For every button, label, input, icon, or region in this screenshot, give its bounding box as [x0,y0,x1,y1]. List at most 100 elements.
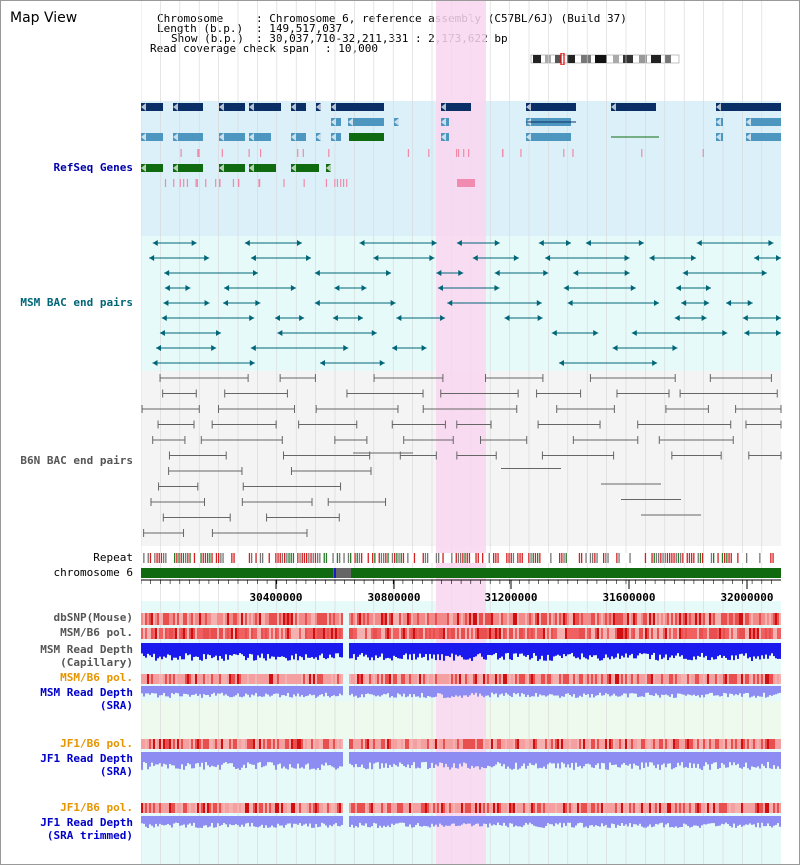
depth-bar [245,752,247,769]
heat-cell [455,803,457,813]
depth-bar [495,686,497,694]
heat-cell [689,613,691,625]
depth-bar [213,816,215,828]
heat-cell [659,613,661,625]
heat-cell [673,628,675,639]
heat-cell [615,803,617,813]
depth-bar [403,643,405,656]
heat-cell [365,739,367,749]
heat-cell [479,613,481,625]
depth-bar [369,816,371,828]
repeat-element [372,553,374,563]
heat-cell [329,628,331,639]
heat-cell [559,674,561,684]
heat-cell [643,628,645,639]
bac-end-right [211,345,217,351]
heat-cell [253,803,255,813]
depth-bar [481,686,483,696]
bac-end-left [754,255,760,261]
heat-cell [305,628,307,639]
depth-bar [601,816,603,824]
heat-cell [739,803,741,813]
heat-cell [233,739,235,749]
depth-bar [193,752,195,769]
heat-cell [491,628,493,639]
repeat-element [589,553,592,563]
depth-bar [409,752,411,769]
heat-cell [283,674,285,684]
depth-bar [235,643,237,655]
depth-bar [677,816,679,828]
repeat-element [607,553,609,563]
heat-cell [291,739,293,749]
heat-cell [577,674,579,684]
heat-cell [561,674,563,684]
heat-cell [463,613,465,625]
depth-bar [455,752,457,769]
heat-cell [729,674,731,684]
depth-bar [593,643,595,656]
depth-bar [355,686,357,696]
heat-cell [187,613,189,625]
depth-bar [253,816,255,827]
heat-cell [423,628,425,639]
heat-cell [169,674,171,684]
heat-cell [235,613,237,625]
depth-bar [477,816,479,824]
chromosome-ideogram[interactable] [529,53,683,65]
heat-cell [603,803,605,813]
heat-cell [415,628,417,639]
heat-cell [513,628,515,639]
heat-cell [485,803,487,813]
depth-bar [773,816,775,826]
depth-bar [303,643,305,660]
heat-cell [207,628,209,639]
jf1-depth-label-1: JF1 Read Depth [40,752,133,765]
heat-cell [285,803,287,813]
repeat-element [374,553,376,563]
heat-cell [531,803,533,813]
heat-cell [391,803,393,813]
depth-bar [735,816,737,828]
heat-cell [227,674,229,684]
heat-cell [525,803,527,813]
depth-bar [259,752,261,763]
heat-cell [235,803,237,813]
depth-bar [641,816,643,827]
heat-cell [561,613,563,625]
heat-cell [463,674,465,684]
heat-cell [411,674,413,684]
depth-bar [529,643,531,660]
depth-bar [657,643,659,661]
depth-bar [221,643,223,659]
heat-cell [559,613,561,625]
depth-bar [389,686,391,698]
depth-bar [623,643,625,658]
heat-cell [459,628,461,639]
depth-bar [609,816,611,828]
heat-cell [333,613,335,625]
heat-cell [213,739,215,749]
heat-cell [369,613,371,625]
bac-end-right [343,345,349,351]
depth-bar [351,643,353,659]
heat-cell [143,628,145,639]
depth-bar [183,643,185,660]
depth-bar [301,686,303,696]
repeat-element [682,553,684,563]
heat-cell [457,613,459,625]
depth-bar [589,643,591,656]
heat-cell [295,613,297,625]
heat-cell [471,739,473,749]
repeat-element [207,553,209,563]
heat-cell [717,628,719,639]
heat-cell [709,739,711,749]
depth-bar [627,816,629,827]
heat-cell [623,803,625,813]
depth-bar [405,816,407,827]
heat-cell [349,803,351,813]
heat-cell [611,613,613,625]
genome-browser-canvas[interactable]: 30400000 30800000 31200000 31600000 32000000 [141,1,783,864]
depth-bar [293,752,295,769]
heat-cell [397,613,399,625]
